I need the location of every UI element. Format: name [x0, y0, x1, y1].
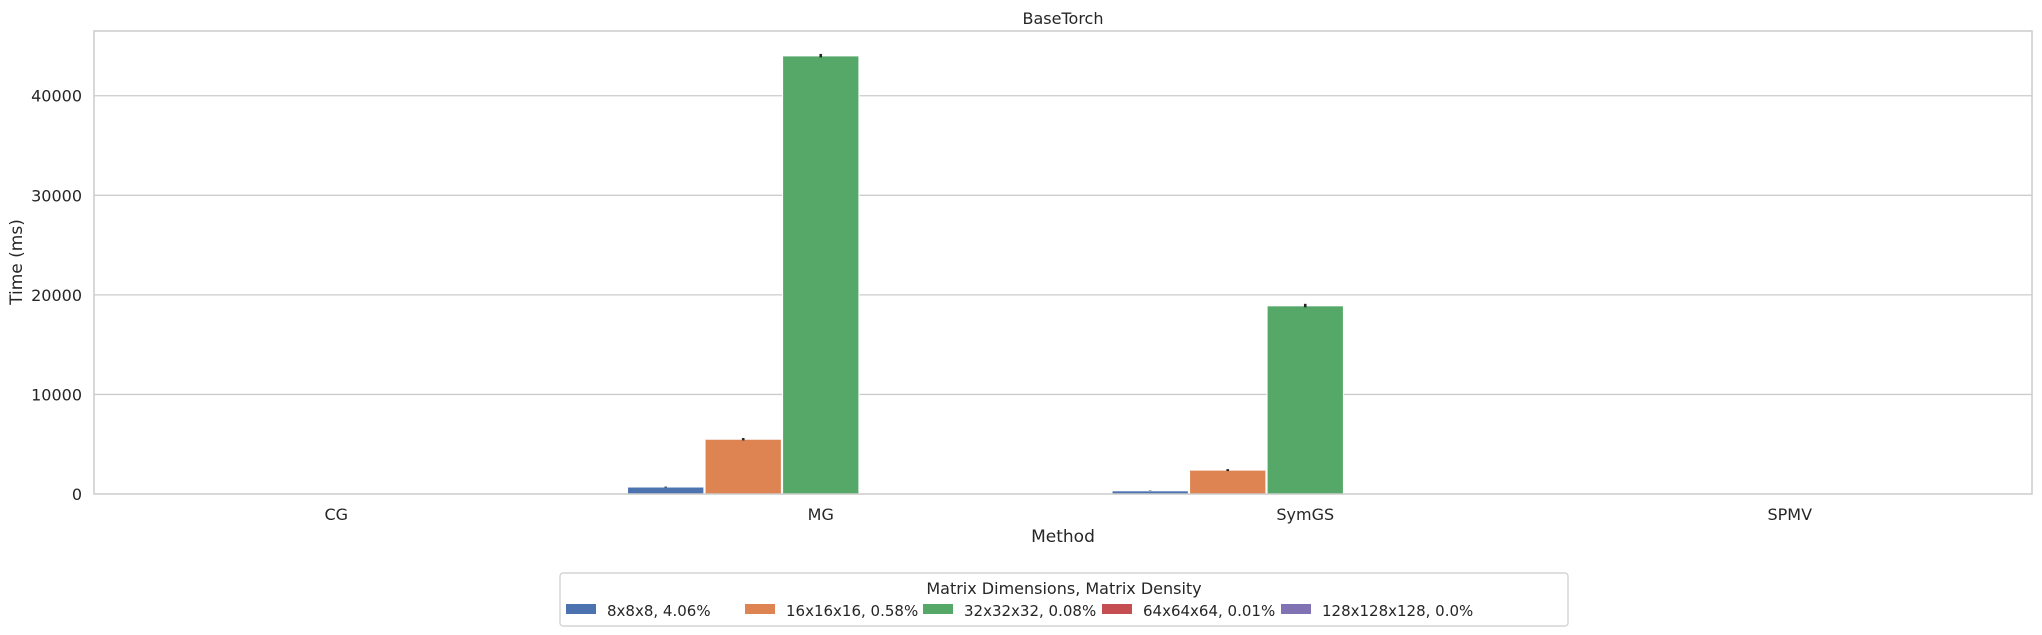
- chart-title: BaseTorch: [1023, 9, 1104, 28]
- legend-label: 32x32x32, 0.08%: [964, 602, 1096, 620]
- error-bars: [664, 53, 1307, 492]
- legend-frame: [559, 572, 1569, 627]
- y-axis-label: Time (ms): [7, 219, 27, 306]
- legend-swatch: [1102, 604, 1132, 614]
- legend-swatch: [745, 604, 775, 614]
- bar-mg-series-0: [627, 486, 705, 495]
- x-tick-label: MG: [808, 505, 834, 524]
- bar-mg-series-1: [704, 438, 782, 495]
- x-tick-label: SPMV: [1767, 505, 1812, 524]
- legend-label: 8x8x8, 4.06%: [607, 602, 711, 620]
- bars: [142, 55, 1829, 495]
- legend-title: Matrix Dimensions, Matrix Density: [926, 579, 1201, 598]
- legend-label: 16x16x16, 0.58%: [786, 602, 918, 620]
- bar-symgs-series-2: [1266, 305, 1344, 495]
- y-tick-label: 30000: [31, 186, 82, 205]
- x-tick-labels: CG MG SymGS SPMV: [324, 505, 1812, 524]
- legend-label: 128x128x128, 0.0%: [1322, 602, 1473, 620]
- legend-items: 8x8x8, 4.06% 16x16x16, 0.58% 32x32x32, 0.0…: [566, 602, 1473, 620]
- y-tick-label: 40000: [31, 87, 82, 106]
- y-tick-labels: 0 10000 20000 30000 40000: [31, 87, 82, 504]
- plot-frame: [93, 30, 2033, 495]
- y-tick-label: 10000: [31, 385, 82, 404]
- x-tick-label: SymGS: [1276, 505, 1334, 524]
- y-tick-label: 0: [72, 485, 82, 504]
- legend-swatch: [566, 604, 596, 614]
- bar-symgs-series-1: [1189, 469, 1267, 495]
- bar-mg-series-2: [782, 55, 860, 495]
- y-gridlines: [94, 95, 2032, 396]
- legend-swatch: [923, 604, 953, 614]
- legend: Matrix Dimensions, Matrix Density 8x8x8,…: [559, 572, 1569, 627]
- y-tick-label: 20000: [31, 286, 82, 305]
- legend-swatch: [1281, 604, 1311, 614]
- x-axis-label: Method: [1031, 527, 1095, 547]
- legend-label: 64x64x64, 0.01%: [1143, 602, 1275, 620]
- x-tick-label: CG: [324, 505, 348, 524]
